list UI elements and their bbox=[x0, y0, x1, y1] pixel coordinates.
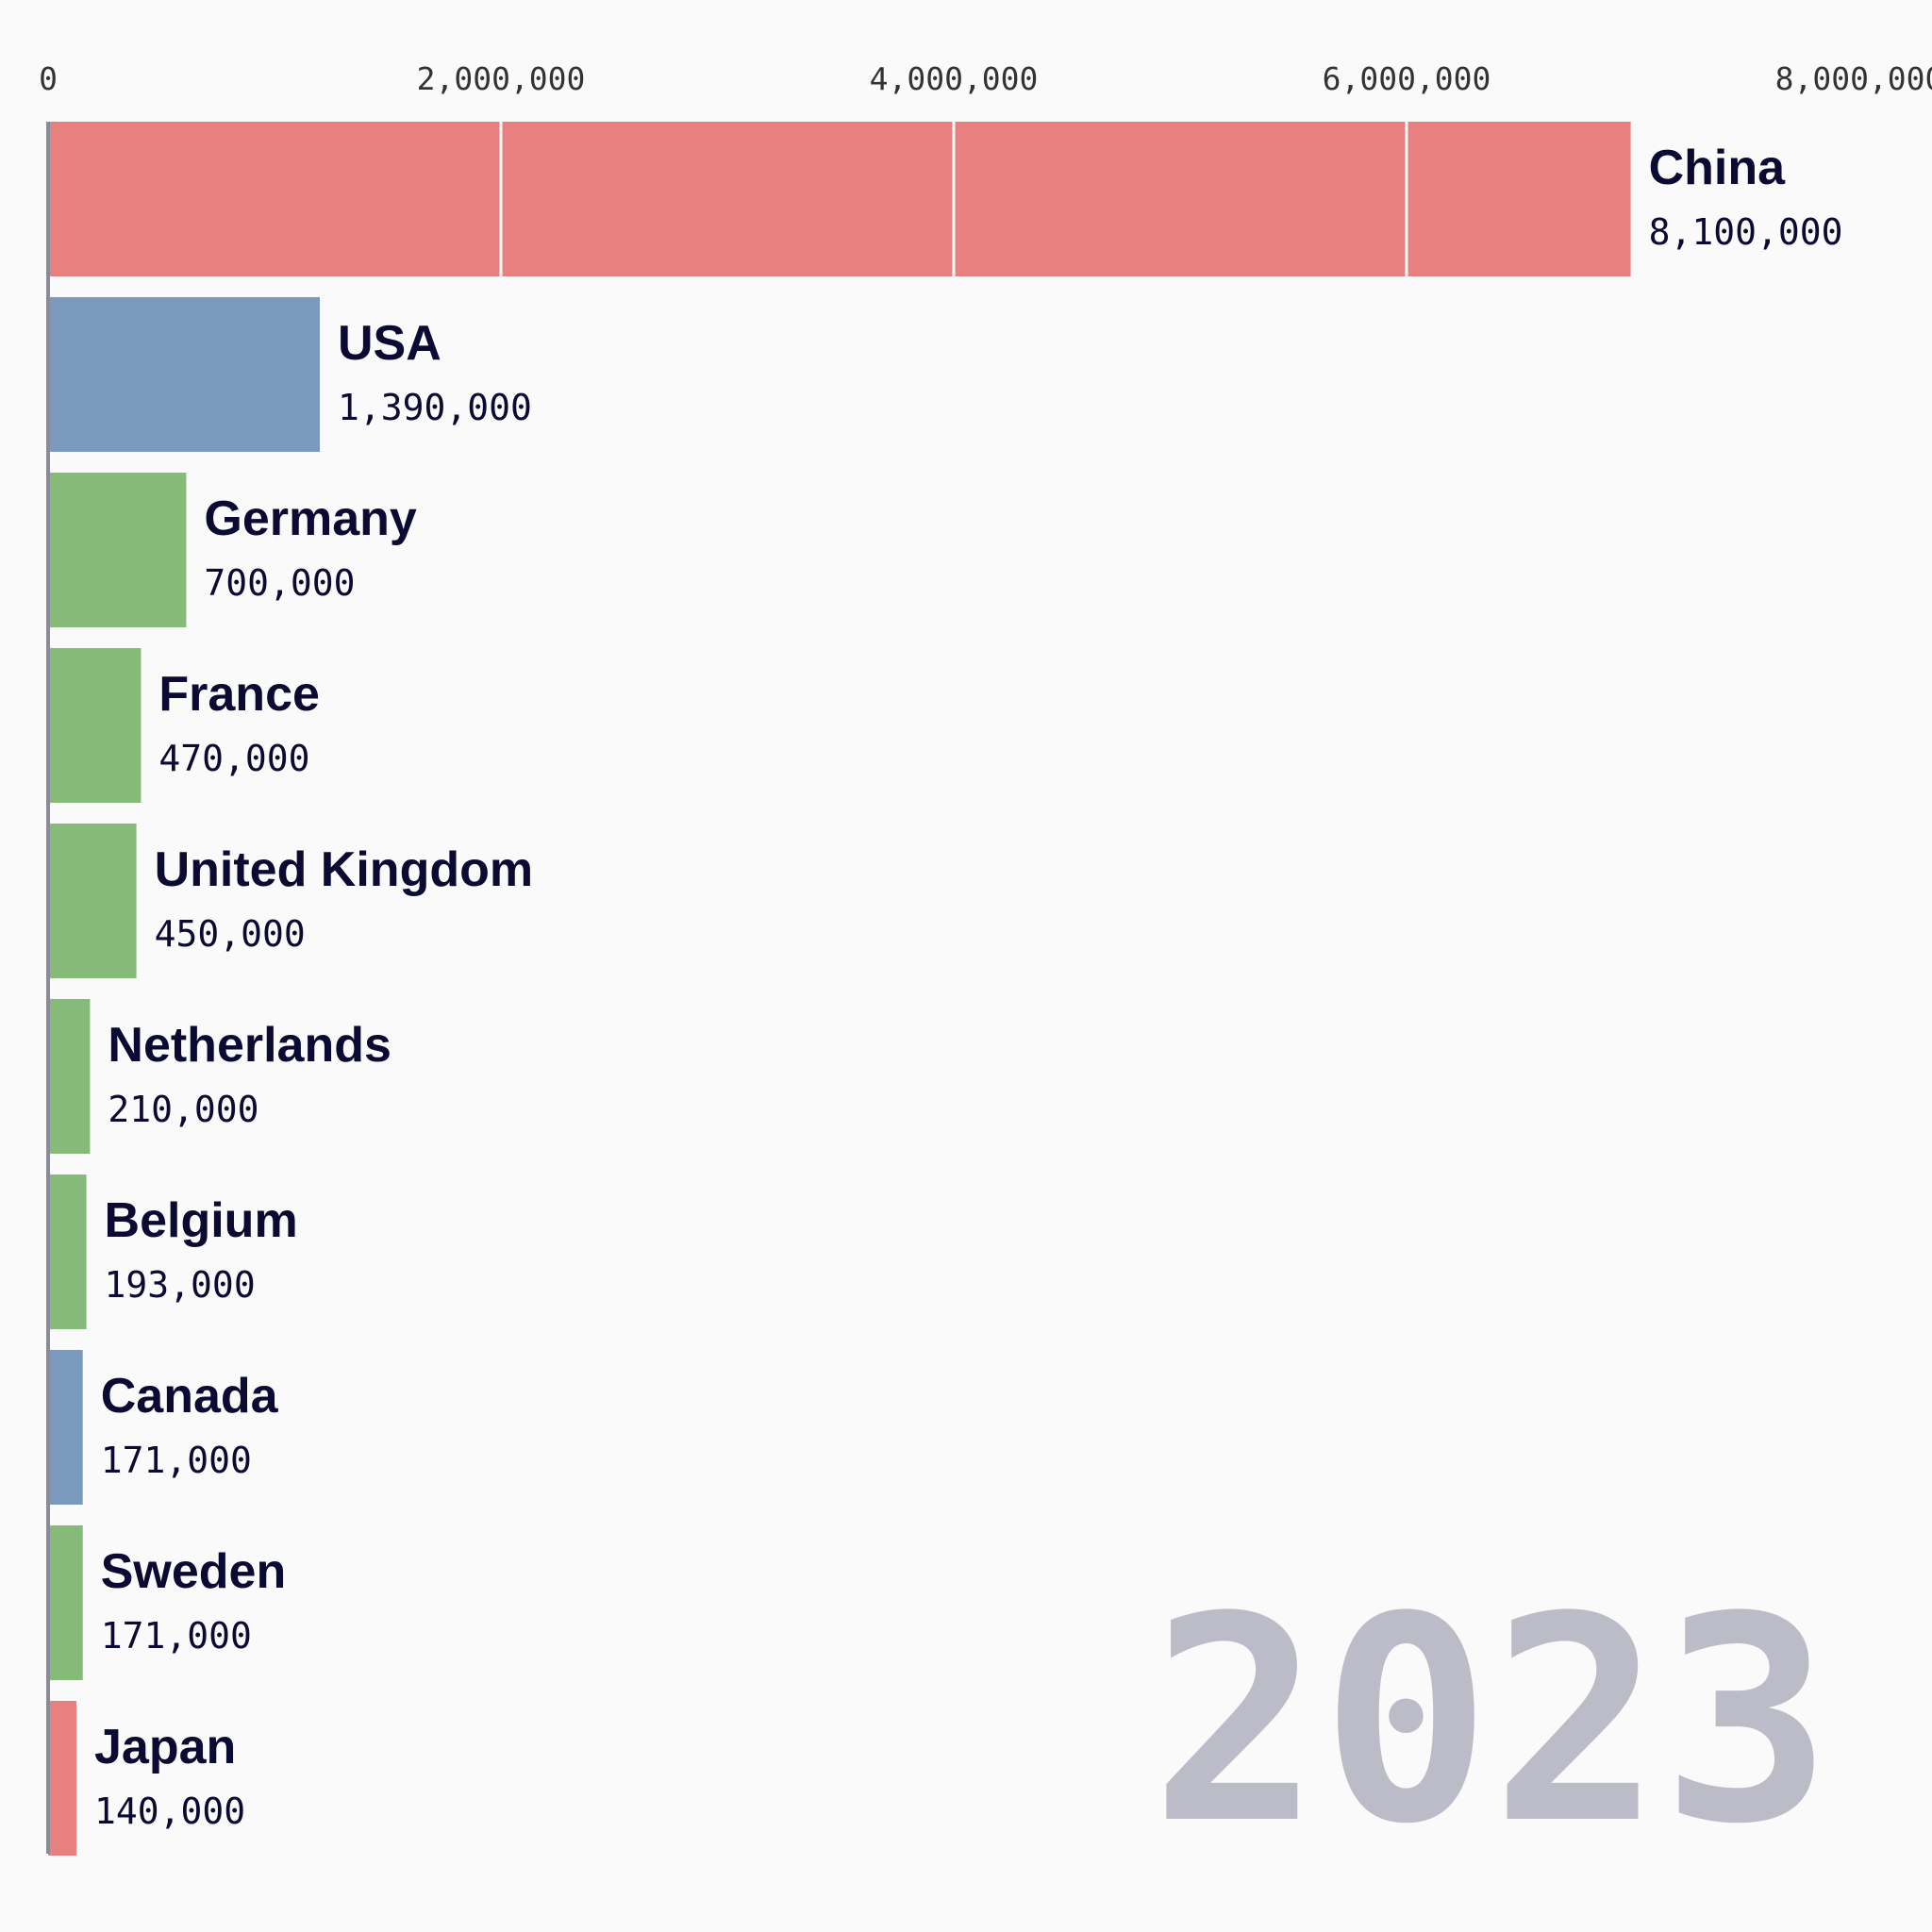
bar-labels: China 8,100,000 USA 1,390,000 Germany 700,000… bbox=[94, 141, 1843, 1832]
bar-name-label: Germany bbox=[204, 491, 417, 546]
x-tick-label: 2,000,000 bbox=[417, 60, 586, 97]
bar-name-label: China bbox=[1649, 141, 1787, 195]
x-tick-label: 8,000,000 bbox=[1775, 60, 1932, 97]
x-tick-label: 6,000,000 bbox=[1323, 60, 1491, 97]
bar-name-label: USA bbox=[338, 316, 441, 371]
bar-value-label: 193,000 bbox=[105, 1264, 256, 1306]
bar-canada bbox=[48, 1350, 83, 1505]
bar-name-label: United Kingdom bbox=[155, 842, 534, 897]
bar-belgium bbox=[48, 1174, 87, 1329]
bar-name-label: Belgium bbox=[105, 1193, 298, 1248]
bar-value-label: 171,000 bbox=[101, 1440, 252, 1481]
bar-value-label: 210,000 bbox=[108, 1089, 258, 1130]
bar-name-label: Japan bbox=[94, 1720, 236, 1774]
bar-united-kingdom bbox=[48, 824, 137, 978]
bar-name-label: Canada bbox=[101, 1369, 279, 1424]
bar-value-label: 1,390,000 bbox=[338, 387, 532, 428]
bar-name-label: France bbox=[158, 667, 320, 722]
bar-germany bbox=[48, 473, 187, 627]
bar-netherlands bbox=[48, 999, 91, 1154]
bar-value-label: 8,100,000 bbox=[1649, 211, 1843, 253]
bar-france bbox=[48, 648, 142, 803]
grid-lines bbox=[499, 122, 1861, 1854]
bar-china bbox=[48, 122, 1631, 276]
bar-value-label: 450,000 bbox=[155, 913, 306, 955]
x-tick-label: 4,000,000 bbox=[870, 60, 1039, 97]
year-label: 2023 bbox=[1151, 1557, 1832, 1886]
bar-value-label: 171,000 bbox=[101, 1615, 252, 1657]
x-axis-ticks: 0 2,000,000 4,000,000 6,000,000 8,000,000 bbox=[39, 60, 1932, 97]
bar-value-label: 140,000 bbox=[94, 1790, 245, 1832]
bars-group bbox=[48, 122, 1631, 1856]
bar-sweden bbox=[48, 1525, 83, 1680]
bar-name-label: Netherlands bbox=[108, 1018, 391, 1073]
x-tick-label: 0 bbox=[39, 60, 58, 97]
bar-name-label: Sweden bbox=[101, 1544, 287, 1599]
bar-value-label: 470,000 bbox=[158, 738, 309, 779]
bar-value-label: 700,000 bbox=[204, 562, 355, 604]
bar-japan bbox=[48, 1701, 76, 1856]
bar-usa bbox=[48, 297, 320, 452]
